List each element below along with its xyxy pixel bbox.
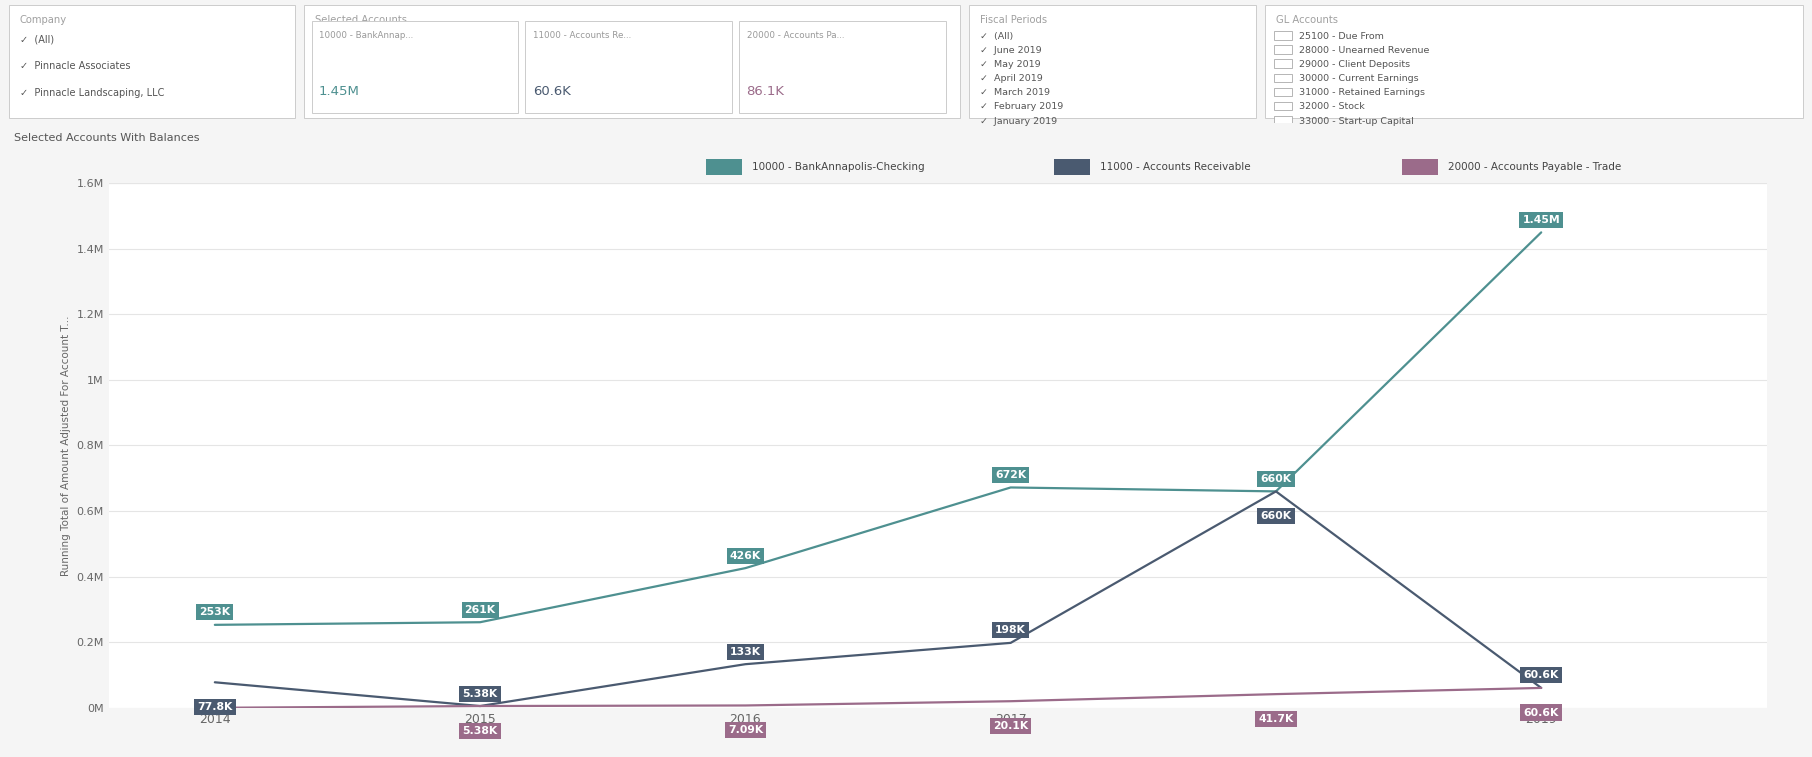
Text: 5.38K: 5.38K bbox=[462, 726, 498, 736]
Text: 60.6K: 60.6K bbox=[1524, 708, 1558, 718]
Text: 25100 - Due From: 25100 - Due From bbox=[1299, 32, 1384, 41]
Text: ✓  Pinnacle Associates: ✓ Pinnacle Associates bbox=[20, 61, 130, 71]
Text: ✓  February 2019: ✓ February 2019 bbox=[980, 102, 1064, 111]
Text: GL Accounts: GL Accounts bbox=[1276, 14, 1337, 25]
Text: 20.1K: 20.1K bbox=[993, 721, 1027, 731]
Text: 198K: 198K bbox=[995, 625, 1026, 635]
Text: 253K: 253K bbox=[199, 607, 230, 618]
Text: ✓  March 2019: ✓ March 2019 bbox=[980, 89, 1051, 98]
Text: 426K: 426K bbox=[730, 550, 761, 561]
FancyBboxPatch shape bbox=[9, 5, 295, 118]
Text: Fiscal Periods: Fiscal Periods bbox=[980, 14, 1047, 25]
Text: 30000 - Current Earnings: 30000 - Current Earnings bbox=[1299, 74, 1419, 83]
Text: 20000 - Accounts Pa...: 20000 - Accounts Pa... bbox=[747, 30, 844, 39]
Text: ✓  April 2019: ✓ April 2019 bbox=[980, 74, 1044, 83]
FancyBboxPatch shape bbox=[1274, 101, 1292, 111]
FancyBboxPatch shape bbox=[1274, 116, 1292, 124]
Text: 133K: 133K bbox=[730, 646, 761, 657]
Text: 33000 - Start-up Capital: 33000 - Start-up Capital bbox=[1299, 117, 1413, 126]
Text: 20000 - Accounts Payable - Trade: 20000 - Accounts Payable - Trade bbox=[1448, 162, 1622, 173]
Text: 11000 - Accounts Re...: 11000 - Accounts Re... bbox=[533, 30, 631, 39]
Text: 28000 - Unearned Revenue: 28000 - Unearned Revenue bbox=[1299, 46, 1430, 55]
FancyBboxPatch shape bbox=[739, 21, 946, 113]
Text: 10000 - BankAnnap...: 10000 - BankAnnap... bbox=[319, 30, 413, 39]
FancyBboxPatch shape bbox=[1274, 88, 1292, 96]
Text: ✓  (All): ✓ (All) bbox=[980, 32, 1013, 41]
Text: 660K: 660K bbox=[1261, 511, 1292, 521]
Text: Company: Company bbox=[20, 14, 67, 25]
Text: 31000 - Retained Earnings: 31000 - Retained Earnings bbox=[1299, 89, 1426, 98]
Y-axis label: Running Total of Amount Adjusted For Account T...: Running Total of Amount Adjusted For Acc… bbox=[62, 315, 71, 576]
Text: ✓  (All): ✓ (All) bbox=[20, 34, 54, 45]
Text: 1.45M: 1.45M bbox=[319, 85, 361, 98]
Text: 672K: 672K bbox=[995, 470, 1026, 480]
FancyBboxPatch shape bbox=[312, 21, 518, 113]
FancyBboxPatch shape bbox=[1274, 31, 1292, 40]
FancyBboxPatch shape bbox=[1274, 45, 1292, 54]
FancyBboxPatch shape bbox=[1274, 60, 1292, 68]
Text: 60.6K: 60.6K bbox=[1524, 671, 1558, 681]
Text: Selected Accounts With Balances: Selected Accounts With Balances bbox=[14, 133, 199, 144]
Text: 7.09K: 7.09K bbox=[728, 725, 763, 735]
FancyBboxPatch shape bbox=[1274, 73, 1292, 83]
Text: ✓  June 2019: ✓ June 2019 bbox=[980, 46, 1042, 55]
Text: 86.1K: 86.1K bbox=[747, 85, 785, 98]
FancyBboxPatch shape bbox=[1402, 159, 1439, 176]
Text: 29000 - Client Deposits: 29000 - Client Deposits bbox=[1299, 60, 1410, 69]
Text: Selected Accounts: Selected Accounts bbox=[315, 14, 408, 25]
FancyBboxPatch shape bbox=[525, 21, 732, 113]
Text: 261K: 261K bbox=[464, 605, 496, 615]
Text: 1.45M: 1.45M bbox=[1522, 215, 1560, 225]
Text: 32000 - Stock: 32000 - Stock bbox=[1299, 102, 1364, 111]
Text: ✓  Pinnacle Landscaping, LLC: ✓ Pinnacle Landscaping, LLC bbox=[20, 89, 165, 98]
Text: 660K: 660K bbox=[1261, 474, 1292, 484]
Text: ✓  May 2019: ✓ May 2019 bbox=[980, 60, 1040, 69]
FancyBboxPatch shape bbox=[705, 159, 743, 176]
FancyBboxPatch shape bbox=[1055, 159, 1091, 176]
Text: 60.6K: 60.6K bbox=[533, 85, 571, 98]
Text: 41.7K: 41.7K bbox=[1258, 714, 1294, 724]
Text: 77.8K: 77.8K bbox=[198, 702, 232, 712]
Text: 11000 - Accounts Receivable: 11000 - Accounts Receivable bbox=[1100, 162, 1250, 173]
FancyBboxPatch shape bbox=[969, 5, 1256, 118]
Text: 5.38K: 5.38K bbox=[462, 689, 498, 699]
FancyBboxPatch shape bbox=[1265, 5, 1803, 118]
Text: ✓  January 2019: ✓ January 2019 bbox=[980, 117, 1058, 126]
Text: 10000 - BankAnnapolis-Checking: 10000 - BankAnnapolis-Checking bbox=[752, 162, 924, 173]
FancyBboxPatch shape bbox=[304, 5, 960, 118]
